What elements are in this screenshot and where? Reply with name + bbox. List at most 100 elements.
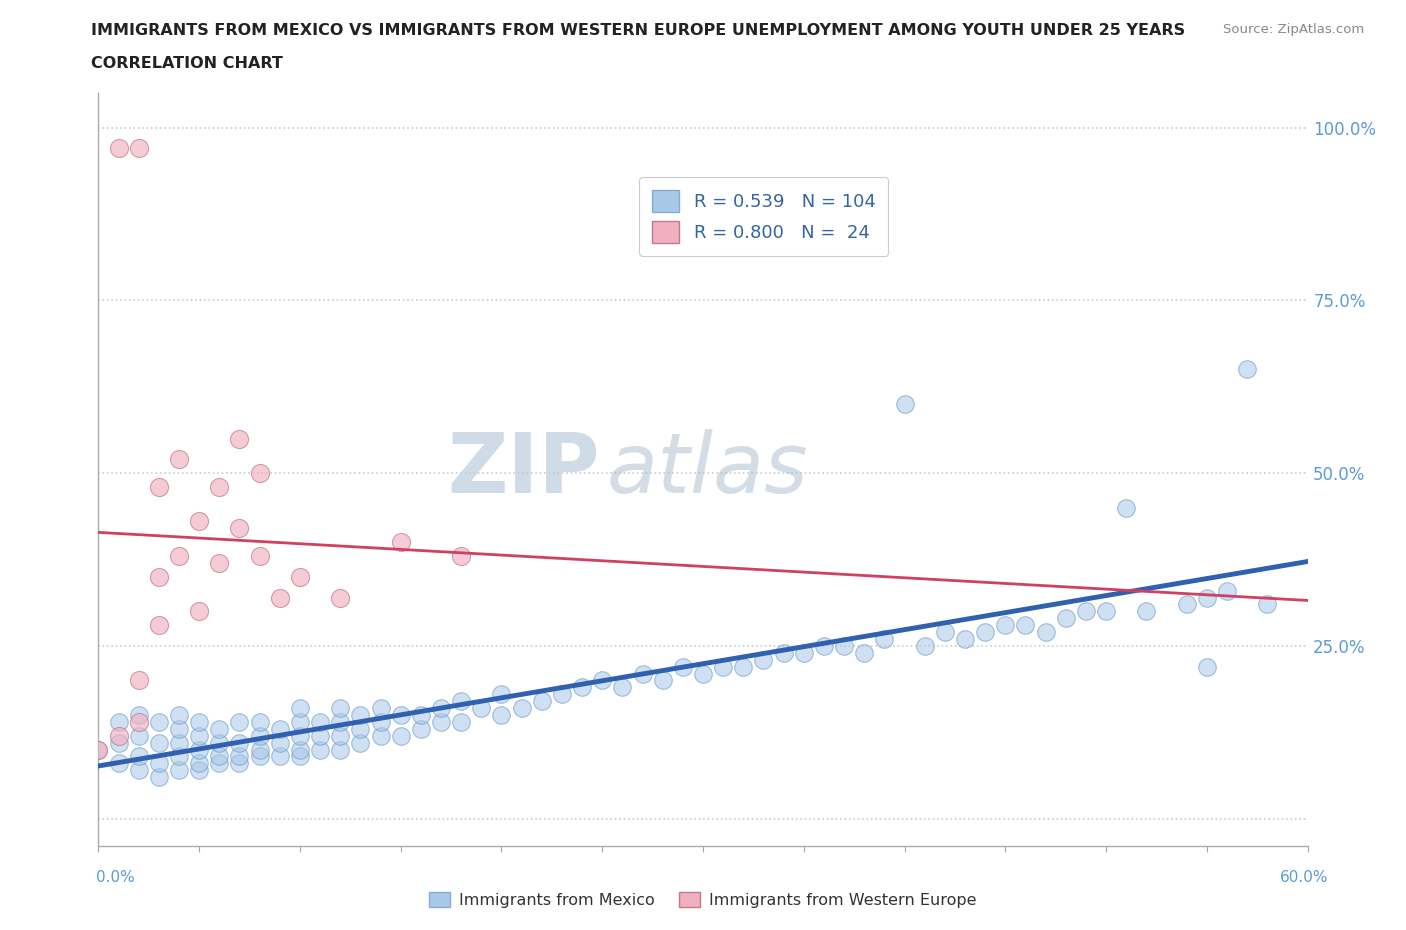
Point: [107, 736, 129, 751]
Point: [1195, 659, 1218, 674]
Point: [208, 480, 231, 495]
Point: [491, 708, 513, 723]
Point: [329, 590, 352, 604]
Point: [228, 521, 250, 536]
Point: [1216, 583, 1239, 598]
Point: [188, 714, 211, 729]
Point: [208, 555, 231, 570]
Text: CORRELATION CHART: CORRELATION CHART: [91, 56, 283, 71]
Point: [793, 645, 815, 660]
Point: [128, 140, 150, 155]
Point: [994, 618, 1017, 632]
Point: [1035, 625, 1057, 640]
Point: [1014, 618, 1036, 632]
Point: [450, 694, 472, 709]
Point: [470, 700, 492, 715]
Point: [148, 770, 170, 785]
Text: ZIP: ZIP: [447, 429, 600, 511]
Point: [409, 708, 432, 723]
Point: [249, 714, 271, 729]
Point: [893, 396, 915, 411]
Text: atlas: atlas: [606, 429, 808, 511]
Point: [208, 736, 231, 751]
Point: [288, 700, 311, 715]
Point: [167, 452, 190, 467]
Point: [249, 466, 271, 481]
Text: 0.0%: 0.0%: [96, 870, 135, 885]
Point: [288, 749, 311, 764]
Point: [370, 700, 392, 715]
Point: [148, 756, 170, 771]
Point: [288, 742, 311, 757]
Point: [148, 714, 170, 729]
Point: [974, 625, 997, 640]
Point: [491, 687, 513, 702]
Point: [167, 708, 190, 723]
Point: [370, 728, 392, 743]
Point: [188, 756, 211, 771]
Legend: R = 0.539   N = 104, R = 0.800   N =  24: R = 0.539 N = 104, R = 0.800 N = 24: [640, 178, 889, 256]
Point: [571, 680, 593, 695]
Point: [329, 714, 352, 729]
Point: [188, 763, 211, 777]
Point: [228, 736, 250, 751]
Point: [167, 549, 190, 564]
Point: [288, 714, 311, 729]
Point: [309, 728, 332, 743]
Point: [672, 659, 695, 674]
Point: [269, 749, 291, 764]
Point: [631, 666, 654, 681]
Point: [188, 742, 211, 757]
Point: [167, 763, 190, 777]
Point: [389, 708, 412, 723]
Point: [813, 638, 835, 653]
Point: [853, 645, 876, 660]
Point: [329, 700, 352, 715]
Point: [148, 736, 170, 751]
Point: [430, 700, 453, 715]
Point: [87, 742, 110, 757]
Point: [752, 652, 775, 667]
Point: [711, 659, 734, 674]
Point: [873, 631, 896, 646]
Point: [934, 625, 956, 640]
Point: [128, 749, 150, 764]
Point: [128, 673, 150, 688]
Point: [167, 749, 190, 764]
Point: [228, 749, 250, 764]
Point: [389, 728, 412, 743]
Point: [309, 742, 332, 757]
Point: [208, 722, 231, 737]
Point: [1095, 604, 1118, 618]
Point: [249, 742, 271, 757]
Point: [450, 714, 472, 729]
Point: [551, 687, 574, 702]
Point: [188, 728, 211, 743]
Point: [188, 514, 211, 529]
Point: [832, 638, 855, 653]
Point: [1236, 362, 1258, 377]
Point: [167, 722, 190, 737]
Point: [228, 756, 250, 771]
Point: [329, 728, 352, 743]
Point: [249, 549, 271, 564]
Point: [612, 680, 634, 695]
Point: [148, 618, 170, 632]
Text: IMMIGRANTS FROM MEXICO VS IMMIGRANTS FROM WESTERN EUROPE UNEMPLOYMENT AMONG YOUT: IMMIGRANTS FROM MEXICO VS IMMIGRANTS FRO…: [91, 23, 1185, 38]
Point: [1074, 604, 1097, 618]
Point: [269, 590, 291, 604]
Point: [269, 722, 291, 737]
Point: [409, 722, 432, 737]
Point: [167, 736, 190, 751]
Point: [269, 736, 291, 751]
Point: [87, 742, 110, 757]
Point: [249, 728, 271, 743]
Point: [591, 673, 613, 688]
Point: [288, 569, 311, 584]
Point: [148, 569, 170, 584]
Point: [1195, 590, 1218, 604]
Text: Source: ZipAtlas.com: Source: ZipAtlas.com: [1223, 23, 1364, 36]
Point: [329, 742, 352, 757]
Point: [692, 666, 714, 681]
Point: [309, 714, 332, 729]
